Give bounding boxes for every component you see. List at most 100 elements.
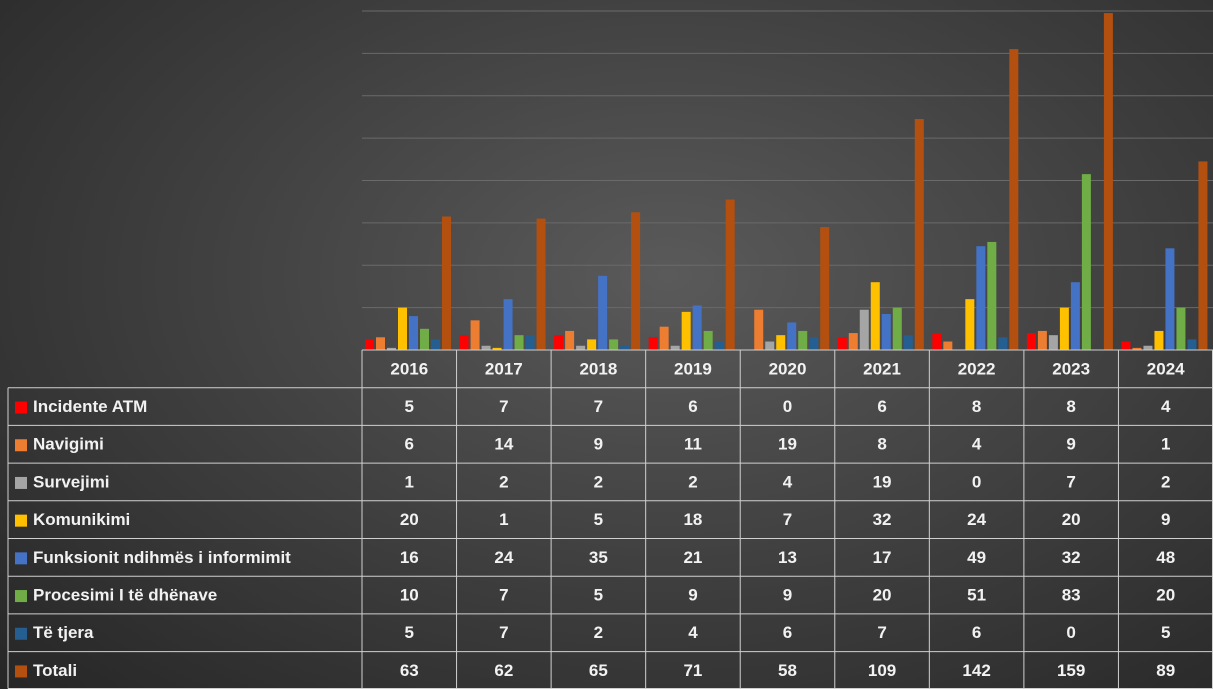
bar	[1154, 330, 1164, 350]
table-value: 7	[594, 397, 603, 416]
bar	[765, 341, 775, 350]
bar	[881, 313, 891, 350]
table-value: 7	[877, 623, 886, 642]
bar	[492, 347, 502, 350]
table-value: 142	[962, 661, 990, 680]
table-value: 20	[873, 586, 892, 605]
table-value: 8	[877, 435, 886, 454]
table-value: 24	[967, 510, 986, 529]
bar	[376, 337, 385, 350]
table-value: 4	[972, 435, 982, 454]
table-value: 7	[499, 397, 508, 416]
legend-label: Të tjera	[33, 623, 94, 642]
table-value: 9	[783, 586, 792, 605]
category-label: 2024	[1147, 359, 1185, 378]
bar	[976, 246, 986, 350]
bar	[998, 337, 1008, 350]
legend-key	[15, 627, 27, 640]
legend-label: Survejimi	[33, 472, 110, 491]
legend-label: Procesimi I të dhënave	[33, 586, 217, 605]
category-label: 2020	[769, 359, 807, 378]
bar	[1132, 347, 1142, 350]
table-value: 109	[868, 661, 896, 680]
table-value: 49	[967, 548, 986, 567]
bar	[1037, 330, 1047, 350]
bar	[620, 345, 630, 350]
legend-key	[15, 401, 27, 414]
bar	[514, 335, 524, 350]
bar	[648, 337, 658, 350]
legend-key	[15, 439, 27, 452]
bar	[798, 330, 808, 350]
category-label: 2023	[1052, 359, 1090, 378]
bar	[1009, 49, 1019, 350]
table-value: 4	[1161, 397, 1171, 416]
category-label: 2022	[958, 359, 996, 378]
table-value: 20	[400, 510, 419, 529]
legend-key	[15, 552, 27, 565]
table-value: 7	[499, 623, 508, 642]
bar	[1143, 345, 1153, 350]
table-value: 21	[683, 548, 702, 567]
table-value: 6	[972, 623, 981, 642]
bar	[459, 335, 469, 350]
bar	[1121, 341, 1131, 350]
bar	[681, 311, 691, 350]
table-value: 4	[783, 472, 793, 491]
bar	[536, 218, 546, 350]
table-value: 1	[1161, 435, 1170, 454]
bar	[670, 345, 680, 350]
bar	[837, 337, 847, 350]
bar	[598, 275, 608, 350]
bar	[914, 119, 924, 351]
table-value: 6	[877, 397, 886, 416]
table-value: 5	[594, 510, 603, 529]
bar	[420, 328, 429, 350]
bar	[820, 227, 830, 350]
bar	[1187, 339, 1197, 350]
legend-key	[15, 514, 27, 527]
table-value: 32	[1062, 548, 1081, 567]
table-value: 19	[778, 435, 797, 454]
category-label: 2017	[485, 359, 523, 378]
table-value: 19	[873, 472, 892, 491]
table-value: 2	[499, 472, 508, 491]
table-value: 6	[783, 623, 792, 642]
table-value: 48	[1156, 548, 1175, 567]
bar	[932, 333, 942, 350]
table-value: 58	[778, 661, 797, 680]
table-value: 7	[499, 586, 508, 605]
bar	[903, 335, 913, 350]
table-value: 0	[783, 397, 792, 416]
bar	[503, 299, 513, 350]
table-value: 24	[494, 548, 513, 567]
table-value: 2	[594, 472, 603, 491]
bar	[442, 216, 451, 350]
table-value: 8	[1066, 397, 1075, 416]
legend-label: Totali	[33, 661, 77, 680]
table-value: 6	[688, 397, 697, 416]
table-value: 51	[967, 586, 986, 605]
bar	[870, 282, 880, 350]
bar	[1081, 174, 1091, 350]
table-value: 5	[405, 397, 414, 416]
legend-key	[15, 476, 27, 489]
bar	[365, 339, 374, 350]
bar	[470, 320, 480, 350]
table-value: 14	[494, 435, 513, 454]
table-value: 1	[405, 472, 414, 491]
table-value: 5	[1161, 623, 1170, 642]
table-value: 18	[683, 510, 702, 529]
bar	[587, 339, 597, 350]
table-value: 0	[1066, 623, 1075, 642]
table-value: 159	[1057, 661, 1085, 680]
bar	[554, 335, 564, 350]
table-value: 4	[688, 623, 698, 642]
table-value: 17	[873, 548, 892, 567]
bar	[387, 347, 396, 350]
legend-label: Komunikimi	[33, 510, 130, 529]
bar	[692, 305, 702, 350]
table-value: 2	[594, 623, 603, 642]
bar	[703, 330, 713, 350]
